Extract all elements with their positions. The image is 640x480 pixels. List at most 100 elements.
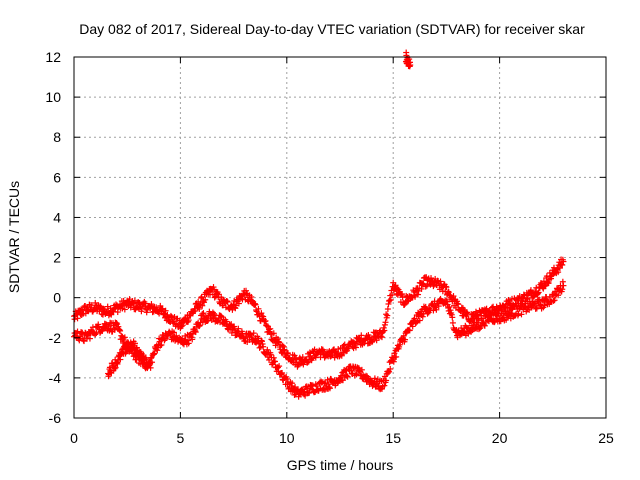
data-point — [450, 293, 457, 300]
data-point — [86, 335, 93, 342]
data-points — [71, 49, 567, 400]
data-point — [551, 297, 558, 304]
y-tick-label: 2 — [53, 250, 61, 266]
data-point — [142, 354, 149, 361]
data-point — [92, 331, 99, 338]
data-point — [178, 323, 185, 330]
data-point — [402, 336, 409, 343]
y-axis-label: SDTVAR / TECUs — [6, 181, 22, 293]
data-point — [358, 332, 365, 339]
data-point — [433, 306, 440, 313]
y-tick-label: -6 — [49, 410, 62, 426]
data-point — [381, 382, 388, 389]
data-point — [138, 357, 145, 364]
data-point — [509, 305, 516, 312]
data-point — [284, 350, 291, 357]
data-point — [357, 336, 364, 343]
data-point — [393, 353, 400, 360]
data-point — [384, 306, 391, 313]
data-point — [252, 301, 259, 308]
data-point — [523, 295, 530, 302]
data-point — [560, 258, 567, 265]
data-point — [291, 352, 298, 359]
y-tick-label: 12 — [45, 49, 61, 65]
data-point — [555, 292, 562, 299]
chart-title: Day 082 of 2017, Sidereal Day-to-day VTE… — [79, 21, 585, 37]
x-tick-label: 5 — [177, 430, 185, 446]
data-point — [559, 286, 566, 293]
data-point — [559, 262, 566, 269]
data-point — [122, 342, 129, 349]
data-point — [407, 62, 414, 69]
data-point — [114, 309, 121, 316]
x-tick-label: 20 — [492, 430, 508, 446]
data-point — [560, 282, 567, 289]
data-point — [503, 316, 510, 323]
data-point — [358, 366, 365, 373]
data-point — [387, 365, 394, 372]
data-point — [235, 300, 242, 307]
data-point — [446, 303, 453, 310]
data-point — [413, 319, 420, 326]
data-point — [387, 296, 394, 303]
data-point — [386, 368, 393, 375]
data-point — [283, 375, 290, 382]
data-point — [309, 382, 316, 389]
data-point — [189, 336, 196, 343]
data-point — [74, 315, 81, 322]
data-point — [550, 297, 557, 304]
data-point — [159, 306, 166, 313]
data-point — [142, 300, 149, 307]
data-point — [289, 380, 296, 387]
data-point — [406, 327, 413, 334]
data-point — [276, 363, 283, 370]
x-tick-label: 15 — [385, 430, 401, 446]
data-point — [535, 289, 542, 296]
data-point — [338, 352, 345, 359]
y-tick-label: 8 — [53, 129, 61, 145]
data-point — [112, 364, 119, 371]
data-point — [371, 375, 378, 382]
data-point — [162, 336, 169, 343]
data-point — [449, 319, 456, 326]
data-point — [435, 303, 442, 310]
data-point — [302, 392, 309, 399]
y-tick-label: -2 — [49, 330, 62, 346]
data-point — [267, 325, 274, 332]
x-tick-label: 25 — [598, 430, 614, 446]
data-point — [162, 307, 169, 314]
data-point — [384, 312, 391, 319]
data-point — [344, 373, 351, 380]
data-point — [202, 296, 209, 303]
data-point — [147, 364, 154, 371]
data-point — [264, 346, 271, 353]
data-point — [121, 306, 128, 313]
x-tick-label: 0 — [70, 430, 78, 446]
data-point — [353, 371, 360, 378]
data-point — [271, 358, 278, 365]
data-point — [260, 343, 267, 350]
data-point — [443, 284, 450, 291]
data-point — [483, 305, 490, 312]
data-point — [389, 291, 396, 298]
data-point — [121, 334, 128, 341]
data-point — [383, 377, 390, 384]
y-tick-label: 0 — [53, 290, 61, 306]
data-point — [319, 346, 326, 353]
data-point — [409, 323, 416, 330]
data-point — [151, 350, 158, 357]
x-tick-labels: 0 5 10 15 20 25 — [70, 430, 614, 446]
data-point — [135, 299, 142, 306]
data-point — [132, 340, 139, 347]
gridlines — [74, 57, 606, 418]
data-point — [117, 327, 124, 334]
data-point — [382, 319, 389, 326]
y-tick-labels: -6 -4 -2 0 2 4 6 8 10 12 — [45, 49, 61, 426]
data-point — [416, 317, 423, 324]
y-tick-label: 6 — [53, 169, 61, 185]
data-point — [455, 301, 462, 308]
y-tick-label: -4 — [49, 370, 62, 386]
data-point — [192, 307, 199, 314]
data-point — [522, 303, 529, 310]
